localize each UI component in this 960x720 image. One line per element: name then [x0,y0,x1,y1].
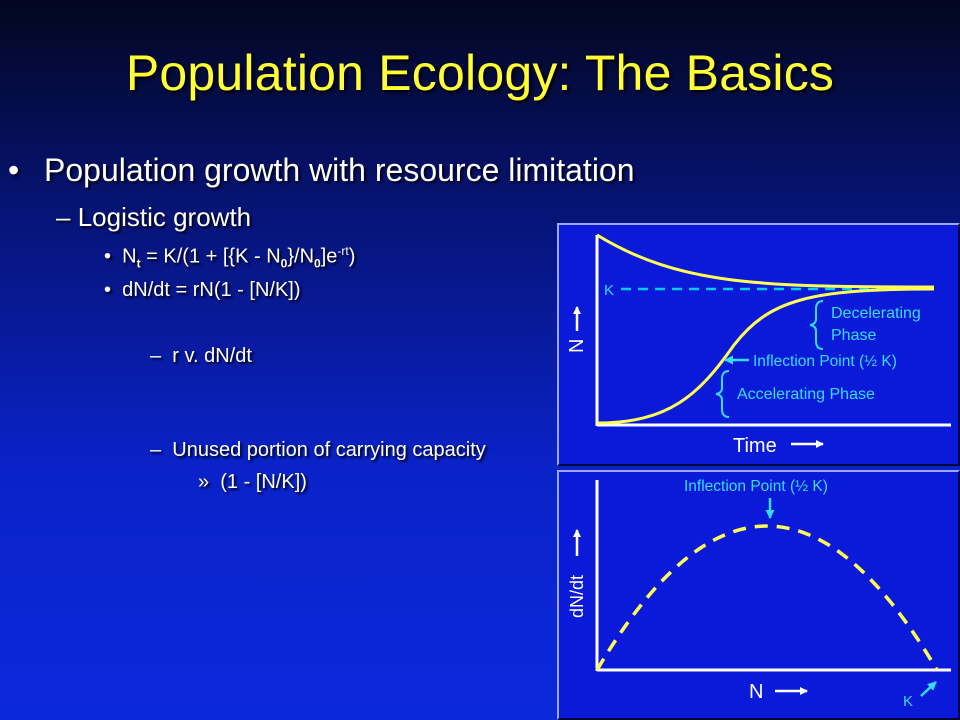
growth-rate-svg: Inflection Point (½ K) dN/dt N K [567,478,951,710]
bullet-marker: • [104,245,112,268]
equation-nt: • Nt = K/(1 + [{K - N0}/N0]e-rt) [104,244,356,271]
x-axis-label: Time [733,435,777,457]
inflection-label: Inflection Point (½ K) [684,478,828,495]
x-axis-label: N [749,681,763,703]
up-right-arrow-icon [920,681,937,697]
growth-rate-curve [595,524,939,671]
slide-title: Population Ecology: The Basics [125,45,835,101]
bullet-marker: • [8,152,20,188]
y-axis-label: N [566,339,588,353]
decel-brace-icon [809,300,824,350]
k-label: K [903,693,913,710]
population-decline-curve [596,233,935,289]
bullet-logistic-growth: – Logistic growth [56,202,251,233]
accel-brace-icon [715,370,730,418]
sub-unused-formula: » (1 - [N/K]) [198,471,307,493]
chevron-marker: » [198,471,210,493]
decel-label-line1: Decelerating [831,305,921,322]
logistic-growth-svg: K N Time Decelerating Phase Inflection P… [566,233,951,457]
logistic-curve [596,287,935,425]
bullet-population-growth: • Population growth with resource limitat… [8,152,635,189]
decel-label-line2: Phase [831,327,876,344]
equation-dndt: • dN/dt = rN(1 - [N/K]) [104,279,301,301]
bullet-text: Population growth with resource limitati… [44,152,635,188]
k-label: K [604,282,614,299]
bullet-text: Logistic growth [77,202,252,232]
bullet-marker: • [104,279,112,301]
inflection-label: Inflection Point (½ K) [753,353,897,370]
dash-marker: – [150,345,162,367]
growth-rate-graph: Inflection Point (½ K) dN/dt N K [557,470,960,720]
sub-unused-capacity: – Unused portion of carrying capacity [150,439,486,461]
dash-marker: – [56,202,71,232]
y-axis-label: dN/dt [567,575,587,618]
accel-label: Accelerating Phase [737,386,875,403]
dash-marker: – [150,439,162,461]
logistic-growth-graph: K N Time Decelerating Phase Inflection P… [557,223,960,466]
sub-r-vs-dndt: – r v. dN/dt [150,345,252,367]
